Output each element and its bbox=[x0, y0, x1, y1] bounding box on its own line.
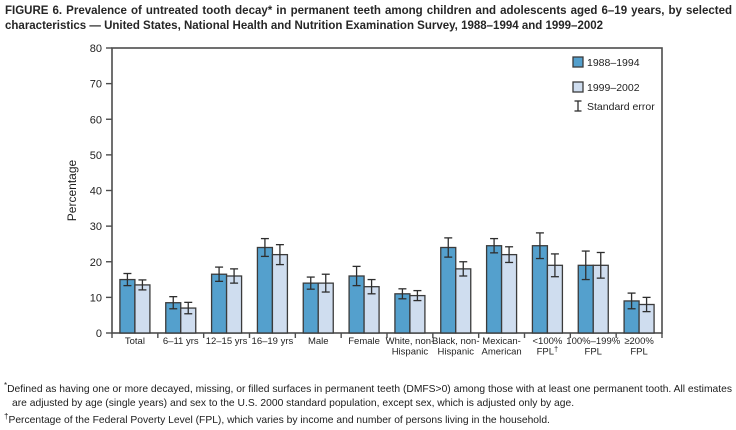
y-tick-label: 70 bbox=[90, 79, 102, 91]
footnote-text: Percentage of the Federal Poverty Level … bbox=[8, 415, 550, 426]
x-axis-label: <100% bbox=[532, 336, 562, 347]
x-axis-label: White, non- bbox=[386, 336, 435, 347]
x-axis-label: 100%–199% bbox=[566, 336, 620, 347]
bar-1999-2002 bbox=[134, 284, 151, 334]
y-axis-title: Percentage bbox=[65, 159, 79, 221]
bar-1988-1994 bbox=[302, 282, 319, 334]
y-tick-label: 80 bbox=[90, 43, 102, 55]
bar-1999-2002 bbox=[455, 268, 472, 334]
x-axis-label: Mexican- bbox=[482, 336, 521, 347]
y-tick-label: 20 bbox=[90, 257, 102, 269]
legend-label-1: 1988–1994 bbox=[587, 57, 640, 69]
bar-chart: 0 10 20 30 40 50 60 70 80 Percentage Total 6–11 yrs… bbox=[65, 43, 663, 358]
legend-label-2: 1999–2002 bbox=[587, 82, 640, 94]
footnotes: *Defined as having one or more decayed, … bbox=[4, 379, 732, 428]
footnote-dagger: †Percentage of the Federal Poverty Level… bbox=[4, 410, 732, 428]
x-axis-label: Total bbox=[125, 336, 145, 347]
legend-swatch-2 bbox=[572, 81, 584, 93]
x-axis-label: ≥200% bbox=[624, 336, 654, 347]
x-axis-label: Male bbox=[308, 336, 329, 347]
figure-title: FIGURE 6. Prevalence of untreated tooth … bbox=[5, 5, 732, 32]
footnote-marker: † bbox=[4, 412, 9, 421]
x-axis-label: Female bbox=[348, 336, 380, 347]
bar-1988-1994 bbox=[394, 293, 411, 334]
bar-1988-1994 bbox=[210, 273, 228, 334]
y-tick-label: 30 bbox=[90, 221, 102, 233]
bar-1988-1994 bbox=[256, 246, 274, 334]
x-axis-label: 12–15 yrs bbox=[206, 336, 248, 347]
x-axis-label: 6–11 yrs bbox=[163, 336, 199, 347]
x-axis-label: Black, non- bbox=[432, 336, 480, 347]
y-tick-label: 0 bbox=[96, 328, 102, 340]
x-axis-label: Hispanic bbox=[392, 347, 429, 358]
y-tick-label: 40 bbox=[90, 186, 102, 198]
x-axis-label: 16–19 yrs bbox=[252, 336, 294, 347]
y-tick-label: 50 bbox=[90, 150, 102, 162]
x-axis-label: American bbox=[482, 347, 522, 358]
bar-1988-1994 bbox=[440, 246, 457, 334]
footnote-asterisk: *Defined as having one or more decayed, … bbox=[4, 379, 732, 410]
bar-1999-2002 bbox=[225, 275, 243, 334]
x-axis-label: FPL bbox=[585, 347, 602, 358]
x-axis-label: FPL† bbox=[537, 345, 559, 358]
bar-1988-1994 bbox=[485, 245, 503, 334]
footnote-text: Defined as having one or more decayed, m… bbox=[7, 384, 732, 409]
y-tick-label: 60 bbox=[90, 114, 102, 126]
footnote-marker: * bbox=[4, 381, 8, 390]
y-tick-label: 10 bbox=[90, 292, 102, 304]
bar-1999-2002 bbox=[500, 253, 518, 334]
legend-swatch-1 bbox=[572, 56, 584, 68]
x-axis-label: FPL bbox=[630, 347, 647, 358]
x-axis-label: Hispanic bbox=[438, 347, 475, 358]
bar-1999-2002 bbox=[271, 253, 289, 334]
bar-1988-1994 bbox=[119, 278, 136, 334]
legend-label-standard-error: Standard error bbox=[587, 101, 655, 113]
